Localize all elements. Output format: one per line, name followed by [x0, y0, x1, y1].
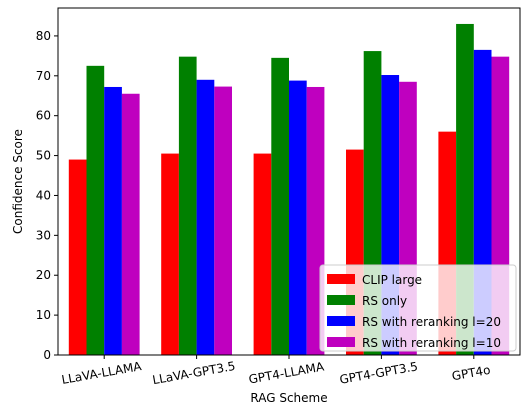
x-tick-label: LLaVA-GPT3.5	[151, 359, 236, 387]
x-tick-label: LLaVA-LLAMA	[60, 359, 143, 387]
y-tick-label: 10	[36, 308, 51, 322]
bar-2-1	[86, 65, 105, 355]
x-tick-label: GPT4-GPT3.5	[338, 359, 418, 387]
y-tick-label: 80	[36, 29, 51, 43]
bar-3-2	[196, 79, 215, 356]
bar-4-2	[214, 86, 232, 356]
legend-swatch	[327, 337, 355, 347]
bar-3-3	[289, 80, 307, 355]
bar-2-2	[178, 56, 197, 356]
legend-swatch	[327, 274, 355, 284]
y-tick-label: 60	[36, 109, 51, 123]
bar-2-3	[271, 57, 289, 355]
legend-label: RS only	[362, 294, 407, 308]
bar-1-1	[68, 159, 87, 355]
bar-1-2	[161, 153, 179, 355]
y-tick-label: 40	[36, 188, 51, 202]
legend-label: CLIP large	[362, 273, 422, 287]
legend-label: RS with reranking l=20	[362, 315, 501, 329]
x-tick-label: GPT4o	[451, 363, 492, 384]
y-tick-label: 0	[43, 348, 51, 362]
y-tick-label: 30	[36, 228, 51, 242]
x-axis-label: RAG Scheme	[250, 391, 327, 405]
bar-3-1	[104, 86, 122, 355]
y-tick-label: 50	[36, 149, 51, 163]
legend-label: RS with reranking l=10	[362, 336, 501, 350]
legend: CLIP large RS only RS with reranking l=20 R…	[319, 264, 517, 352]
legend-swatch	[327, 316, 355, 326]
y-tick-label: 20	[36, 268, 51, 282]
y-tick-label: 70	[36, 69, 51, 83]
y-axis-label: Confidence Score	[11, 129, 25, 234]
legend-swatch	[327, 295, 355, 305]
legend-box	[319, 264, 517, 352]
bar-1-3	[253, 153, 272, 355]
bar-4-1	[121, 93, 140, 356]
x-tick-label: GPT4-LLAMA	[248, 359, 326, 386]
